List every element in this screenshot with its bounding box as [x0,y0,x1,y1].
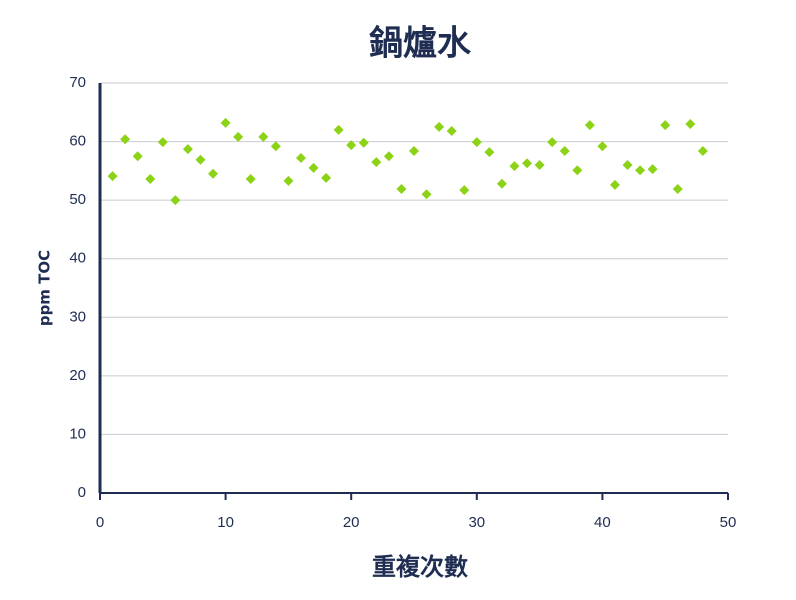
point [697,145,708,156]
point [421,189,432,200]
point [245,174,256,185]
point [157,137,168,148]
point [622,160,633,170]
point [522,158,533,169]
point [308,162,319,173]
point [409,145,419,156]
point [660,120,671,131]
point [635,165,646,176]
point [371,157,382,168]
y-axis-label: ppm TOC [36,250,54,326]
point [383,151,394,162]
point [283,175,294,186]
point [132,151,143,162]
point [559,145,570,156]
point [434,121,445,132]
point [120,134,131,145]
point [547,137,558,148]
point [459,185,470,196]
point [672,184,683,195]
chart-title: 鍋爐水 [369,24,472,64]
point [333,124,344,135]
point [509,161,520,172]
point [534,160,545,170]
point [346,140,357,151]
y-tick-label: 30 [69,308,86,325]
point [358,137,369,148]
point [270,141,281,152]
point [471,137,482,148]
y-tick-label: 20 [69,367,86,384]
point [396,184,407,195]
y-tick-label: 70 [69,74,86,91]
y-tick-label: 50 [69,191,86,208]
point [182,144,193,155]
x-tick-label: 0 [96,514,104,531]
point [572,165,583,176]
x-axis-label: 重複次數 [372,553,468,581]
point [609,179,620,190]
point [195,154,206,165]
x-tick-label: 50 [720,514,737,531]
point [233,131,244,142]
point [597,141,608,152]
x-tick-label: 10 [217,514,234,531]
point [584,120,595,131]
x-tick-label: 20 [343,514,360,531]
point [208,168,219,179]
point [484,147,495,158]
point [685,119,696,129]
point [647,164,658,175]
point [321,172,332,183]
point [295,152,306,163]
y-tick-label: 0 [78,484,86,501]
point [496,178,507,189]
point [446,126,457,137]
y-tick-label: 10 [69,425,86,442]
point [145,174,156,185]
point [258,131,269,142]
x-tick-label: 30 [468,514,485,531]
y-tick-label: 60 [69,133,86,150]
y-tick-label: 40 [69,250,86,267]
point [170,195,181,206]
x-tick-label: 40 [594,514,611,531]
point [220,117,231,128]
point [107,171,118,182]
